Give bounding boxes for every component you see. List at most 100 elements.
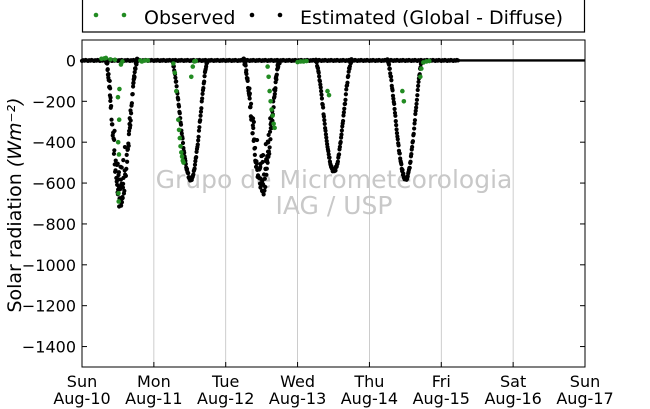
estimated-point — [412, 118, 418, 123]
observed-point — [174, 88, 179, 94]
watermark: Grupo de Micrometeorologia IAG / USP — [156, 165, 513, 220]
estimated-point — [119, 203, 124, 208]
estimated-point — [260, 159, 265, 165]
observed-point — [181, 160, 186, 165]
observed-point — [103, 55, 109, 61]
x-tick-label-day: Sat — [500, 372, 526, 391]
estimated-point — [267, 145, 272, 150]
estimated-point — [262, 188, 267, 193]
x-tick-label-date: Aug-16 — [484, 389, 541, 408]
observed-point — [268, 99, 273, 104]
observed-point — [179, 150, 184, 155]
estimated-point — [196, 138, 201, 143]
estimated-point — [129, 111, 134, 116]
estimated-point — [266, 132, 271, 138]
x-tick-label-date: Aug-13 — [269, 389, 326, 408]
estimated-point — [327, 155, 332, 160]
estimated-point — [200, 96, 205, 101]
estimated-point — [261, 192, 266, 197]
observed-point — [267, 88, 272, 94]
estimated-point — [125, 159, 130, 164]
observed-point — [193, 58, 199, 64]
estimated-point — [194, 155, 199, 160]
estimated-point — [108, 95, 113, 100]
estimated-point — [112, 137, 117, 142]
estimated-point — [390, 88, 395, 93]
estimated-point — [174, 79, 179, 84]
estimated-point — [132, 74, 137, 80]
estimated-point — [323, 128, 328, 133]
estimated-point — [196, 128, 202, 133]
estimated-point — [339, 128, 344, 133]
estimated-point — [393, 113, 398, 118]
estimated-point — [410, 144, 415, 150]
estimated-point — [416, 79, 421, 85]
observed-point — [272, 125, 277, 131]
estimated-point — [263, 184, 268, 190]
estimated-point — [105, 60, 110, 66]
estimated-point — [132, 70, 137, 75]
estimated-point — [413, 111, 418, 117]
estimated-point — [321, 105, 326, 110]
observed-point — [116, 152, 122, 157]
estimated-point — [252, 145, 258, 151]
estimated-point — [243, 63, 248, 68]
observed-point — [325, 88, 330, 94]
observed-point — [269, 107, 274, 112]
estimated-point — [338, 139, 343, 145]
estimated-point — [322, 118, 327, 123]
observed-point — [116, 199, 121, 204]
estimated-point — [258, 165, 263, 170]
estimated-point — [324, 138, 329, 144]
estimated-point — [179, 131, 184, 136]
estimated-point — [392, 106, 397, 112]
x-tick-label-date: Aug-10 — [53, 389, 110, 408]
y-axis: 0 −200 −400 −600 −800 −1000 −1200 −1400 — [22, 51, 585, 357]
estimated-point — [177, 111, 182, 116]
estimated-point — [264, 172, 269, 177]
estimated-point — [106, 71, 111, 77]
y-tick-label: −1200 — [22, 297, 76, 316]
x-axis: SunAug-10MonAug-11TueAug-12WedAug-13ThuA… — [53, 40, 614, 408]
y-tick-label: −1400 — [22, 338, 76, 357]
estimated-point — [394, 127, 399, 132]
y-tick-label: −200 — [32, 92, 76, 111]
observed-point — [116, 117, 122, 123]
estimated-point — [321, 114, 327, 119]
estimated-point — [268, 137, 273, 142]
estimated-point — [414, 105, 419, 110]
estimated-point — [254, 161, 259, 166]
estimated-point — [348, 60, 354, 65]
observed-point — [177, 135, 183, 141]
estimated-point — [173, 75, 178, 80]
estimated-point — [199, 106, 204, 111]
observed-point — [271, 121, 276, 127]
estimated-point — [394, 131, 400, 136]
legend-marker-estimated — [249, 12, 283, 18]
estimated-point — [107, 78, 112, 84]
estimated-point — [251, 125, 256, 131]
observed-point — [115, 94, 121, 100]
estimated-point — [192, 166, 197, 171]
x-tick-label-day: Wed — [280, 372, 315, 391]
estimated-point — [205, 58, 210, 63]
estimated-point — [346, 73, 351, 79]
estimated-point — [389, 78, 394, 83]
estimated-point — [109, 103, 114, 109]
x-tick-label-day: Fri — [432, 372, 451, 391]
estimated-point — [324, 135, 329, 140]
estimated-point — [318, 85, 323, 90]
estimated-point — [198, 118, 203, 123]
observed-point — [400, 88, 405, 94]
estimated-point — [115, 161, 120, 166]
observed-point — [304, 58, 309, 64]
estimated-point — [410, 139, 416, 144]
estimated-point — [252, 152, 257, 157]
observed-point — [171, 61, 176, 66]
observed-point — [176, 117, 181, 123]
estimated-point — [262, 176, 267, 181]
estimated-point — [323, 132, 329, 137]
estimated-point — [341, 113, 346, 118]
estimated-point — [412, 121, 417, 126]
observed-point — [120, 59, 125, 64]
